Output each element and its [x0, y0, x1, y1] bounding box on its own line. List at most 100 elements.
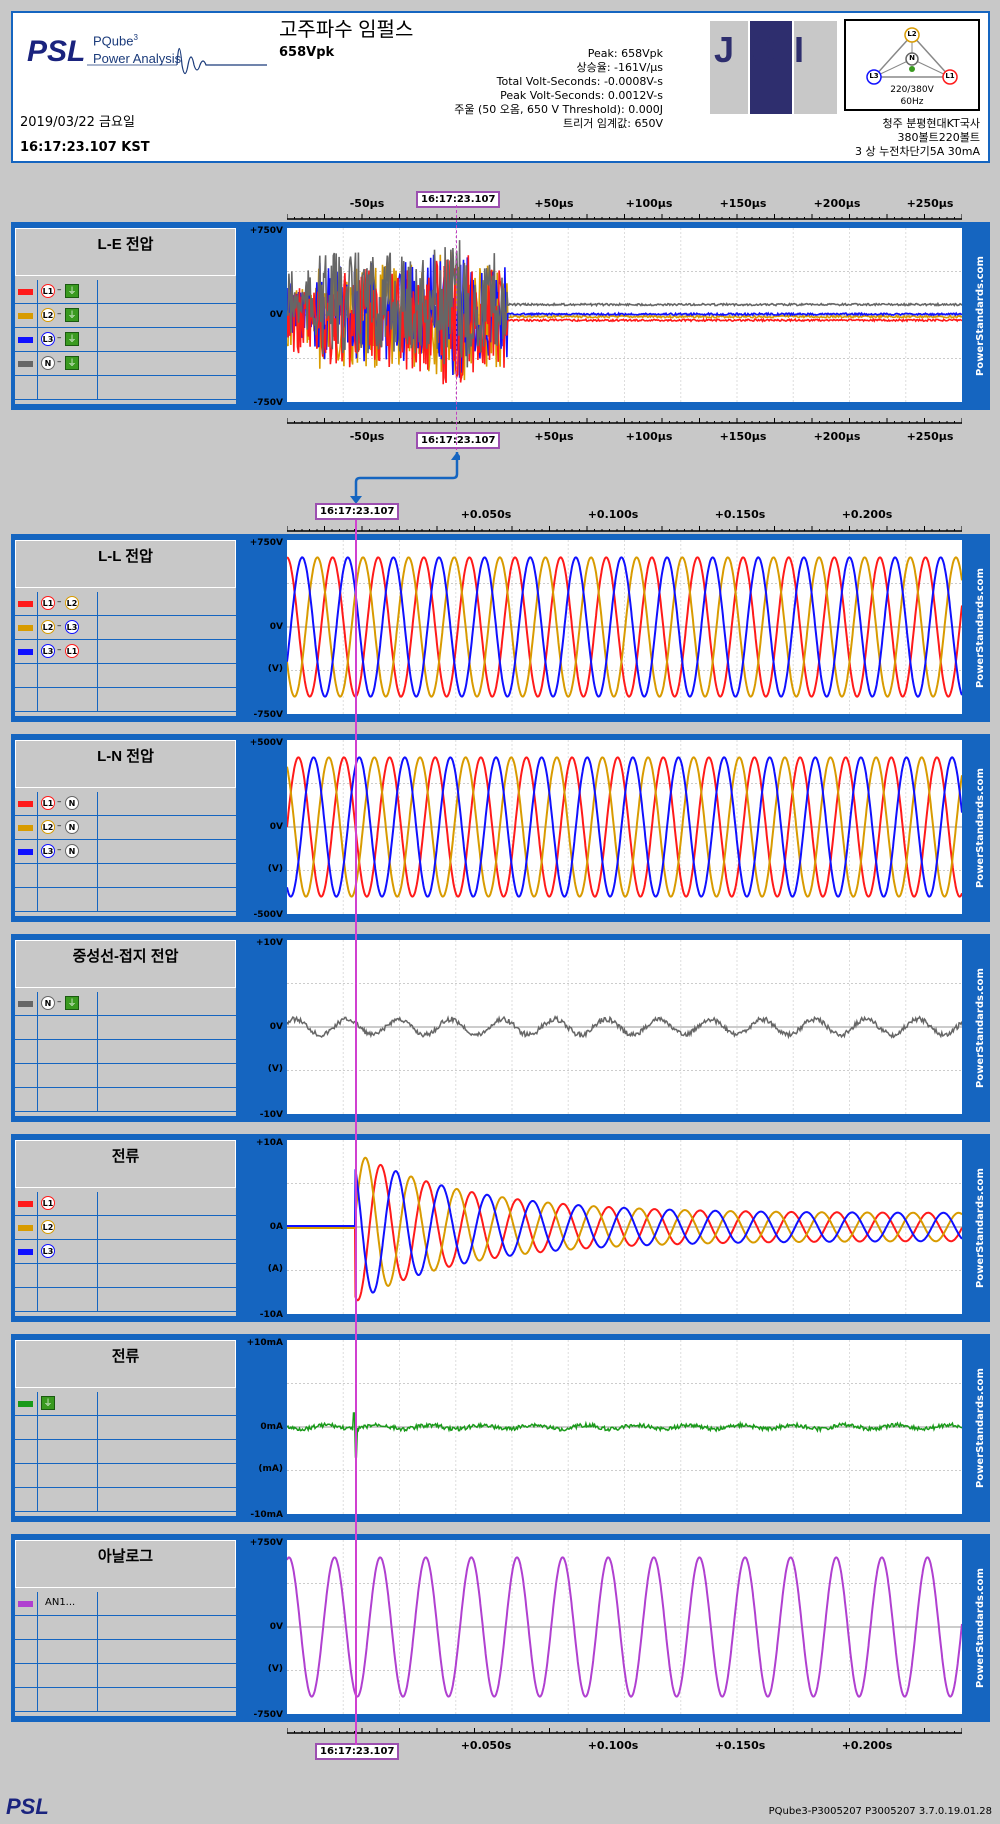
report-header: PSL PQube3 Power Analysis 고주파수 임펄스 658Vp…	[11, 11, 990, 163]
axis-tick-label: +250µs	[906, 197, 954, 210]
waveform-svg	[286, 740, 963, 914]
plot-area-le[interactable]	[286, 228, 963, 402]
footer-version: PQube3-P3005207 P3005207 3.7.0.19.01.28	[768, 1806, 992, 1817]
series-swatch	[18, 625, 33, 631]
panel-cur: 전류 L1 L2 L3 +10A 0A (A) -10A PowerStandards.com	[11, 1134, 990, 1322]
timestamp-marker-main-upper[interactable]: 16:17:23.107	[315, 503, 400, 520]
l1-phase-icon: L1	[41, 796, 55, 810]
legend-row[interactable]: N – ⏚	[15, 992, 236, 1016]
watermark: PowerStandards.com	[975, 1568, 986, 1688]
panel-title: L-N 전압	[15, 740, 236, 788]
series-swatch	[18, 1225, 33, 1231]
series-swatch	[18, 313, 33, 319]
legend-row	[15, 688, 236, 712]
legend-row	[15, 1088, 236, 1112]
legend-row[interactable]: L2– ⏚	[15, 304, 236, 328]
waveform-svg	[286, 1340, 963, 1514]
axis-tick-label: +50µs	[534, 197, 574, 210]
plot-area-ln[interactable]	[286, 740, 963, 914]
series-swatch	[18, 1249, 33, 1255]
l1-phase-icon: L1	[41, 284, 55, 298]
site-line-3: 3 상 누전차단기5A 30mA	[855, 145, 980, 158]
timestamp-marker-main-lower[interactable]: 16:17:23.107	[315, 1743, 400, 1760]
axis-tick-label: +0.200s	[841, 1739, 893, 1752]
axis-tick-label: -50µs	[349, 430, 385, 443]
series-swatch	[18, 801, 33, 807]
legend-row[interactable]: AN1...	[15, 1592, 236, 1616]
legend-row[interactable]: L2	[15, 1216, 236, 1240]
axis-tick-label: +50µs	[534, 430, 574, 443]
panel-ng: 중성선-접지 전압 N – ⏚ +10V 0V (V) -10V PowerStandards.…	[11, 934, 990, 1122]
legend-row	[15, 1464, 236, 1488]
jsi-logo: JSI	[710, 21, 837, 114]
legend-row[interactable]: L1	[15, 1192, 236, 1216]
legend-row[interactable]: L3– N	[15, 840, 236, 864]
legend-row	[15, 1288, 236, 1312]
series-swatch	[18, 849, 33, 855]
pqube-logo: PSL PQube3 Power Analysis	[27, 27, 267, 77]
series-swatch	[18, 649, 33, 655]
axis-ticks	[287, 1728, 962, 1734]
l2-phase-icon: L2	[65, 596, 79, 610]
n-phase-icon: N	[65, 844, 79, 858]
legend-row[interactable]: L1– N	[15, 792, 236, 816]
axis-tick-label: +250µs	[906, 430, 954, 443]
waveform-svg	[286, 228, 963, 402]
y-axis-label-ymid: 0V	[269, 1622, 283, 1632]
axis-tick-label: +0.200s	[841, 508, 893, 521]
legend-row	[15, 1016, 236, 1040]
panel-ll: L-L 전압 L1– L2 L2– L3 L3– L1 +750V 0V (V) -750V Powe…	[11, 534, 990, 722]
legend-row[interactable]: L3	[15, 1240, 236, 1264]
timestamp-marker-upper[interactable]: 16:17:23.107	[416, 191, 501, 208]
ground-icon: ⏚	[41, 1396, 55, 1410]
main-axis-lower	[287, 1728, 962, 1734]
y-axis-label-ymax: +750V	[249, 226, 283, 236]
y-axis-label-ymax: +750V	[249, 1538, 283, 1548]
plot-area-gcur[interactable]	[286, 1340, 963, 1514]
wiring-diagram: L2 L3 L1 N 220/380V 60Hz	[844, 19, 980, 111]
legend-row	[15, 1616, 236, 1640]
diagram-voltage: 220/380V	[890, 85, 934, 95]
series-swatch	[18, 1401, 33, 1407]
l1-phase-icon: L1	[41, 596, 55, 610]
axis-ticks	[287, 214, 962, 220]
n-phase-icon: N	[41, 356, 55, 370]
diagram-l1: L1	[945, 72, 955, 80]
plot-area-ng[interactable]	[286, 940, 963, 1114]
legend-row[interactable]: N – ⏚	[15, 352, 236, 376]
legend-row[interactable]: L1– ⏚	[15, 280, 236, 304]
legend-row	[15, 1440, 236, 1464]
event-time: 16:17:23.107 KST	[20, 140, 150, 155]
product-subtitle: Power Analysis	[93, 51, 182, 66]
legend-row[interactable]: L2– N	[15, 816, 236, 840]
legend-row[interactable]: ⏚	[15, 1392, 236, 1416]
panel-gcur: 전류 ⏚ +10mA 0mA (mA) -10mA PowerStandards.com	[11, 1334, 990, 1522]
y-axis-label-ymax: +500V	[249, 738, 283, 748]
stat-total-volt-seconds: Total Volt-Seconds: -0.0008V-s	[496, 75, 663, 88]
y-axis-label-ymax: +10V	[255, 938, 283, 948]
plot-area-an[interactable]	[286, 1540, 963, 1714]
plot-area-cur[interactable]	[287, 1140, 963, 1314]
l3-phase-icon: L3	[41, 644, 55, 658]
plot-area-ll[interactable]	[286, 540, 963, 714]
legend-row[interactable]: L3– ⏚	[15, 328, 236, 352]
trigger-cursor-main[interactable]	[355, 520, 357, 1745]
site-line-1: 청주 분평현대KT국사	[882, 117, 980, 130]
legend-row	[15, 888, 236, 912]
timestamp-marker-lower[interactable]: 16:17:23.107	[416, 432, 501, 449]
y-axis-label-unit: (V)	[267, 1064, 283, 1074]
y-axis-label-ymin: -750V	[253, 710, 284, 720]
l2-phase-icon: L2	[41, 820, 55, 834]
axis-tick-label: +0.150s	[714, 508, 766, 521]
axis-tick-label: +150µs	[719, 197, 767, 210]
legend-row[interactable]: L1– L2	[15, 592, 236, 616]
legend-row[interactable]: L2– L3	[15, 616, 236, 640]
y-axis-label-unit: (V)	[267, 1664, 283, 1674]
trigger-cursor-upper[interactable]	[456, 205, 457, 450]
legend-row[interactable]: L3– L1	[15, 640, 236, 664]
wye-diagram-icon	[866, 27, 958, 85]
site-info: 청주 분평현대KT국사 380볼트220볼트 3 상 누전차단기5A 30mA	[713, 117, 980, 159]
panel-le: L-E 전압 L1– ⏚ L2– ⏚ L3– ⏚ N – ⏚ +750V 0V -750V PowerSt…	[11, 222, 990, 410]
waveform-svg	[287, 1140, 963, 1314]
legend-row	[15, 1064, 236, 1088]
